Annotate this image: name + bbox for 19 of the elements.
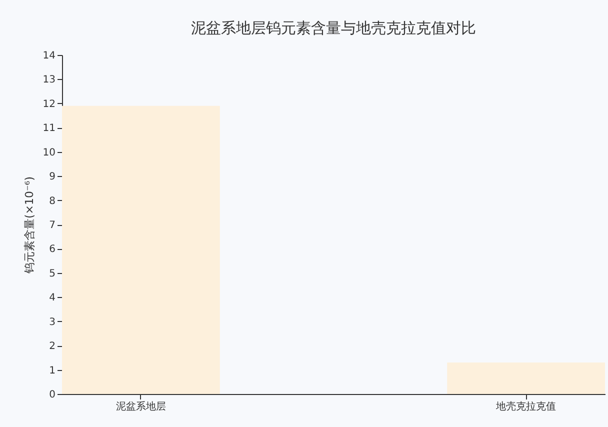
- y-axis-title: 钨元素含量(×10⁻⁶): [22, 176, 36, 275]
- y-tick-label: 3: [49, 316, 56, 328]
- y-tick-label: 12: [42, 98, 56, 110]
- y-tick-label: 7: [49, 220, 56, 231]
- chart-title: 泥盆系地层钨元素含量与地壳克拉克值对比: [191, 19, 476, 37]
- y-tick-label: 5: [49, 268, 56, 280]
- y-tick-label: 13: [42, 74, 56, 86]
- y-tick-label: 6: [49, 244, 56, 256]
- y-tick-label: 4: [49, 292, 56, 304]
- x-tick-label: 泥盆系地层: [116, 400, 166, 412]
- y-tick-label: 11: [42, 123, 56, 134]
- y-tick-label: 9: [49, 172, 56, 183]
- y-tick-label: 1: [49, 365, 56, 376]
- y-tick-label: 0: [49, 390, 56, 400]
- y-tick-label: 10: [42, 147, 56, 158]
- y-tick-label: 8: [49, 196, 56, 207]
- y-tick-label: 2: [49, 341, 56, 352]
- x-tick-label: 地壳克拉克值: [495, 400, 556, 412]
- y-tick-label: 14: [42, 50, 56, 62]
